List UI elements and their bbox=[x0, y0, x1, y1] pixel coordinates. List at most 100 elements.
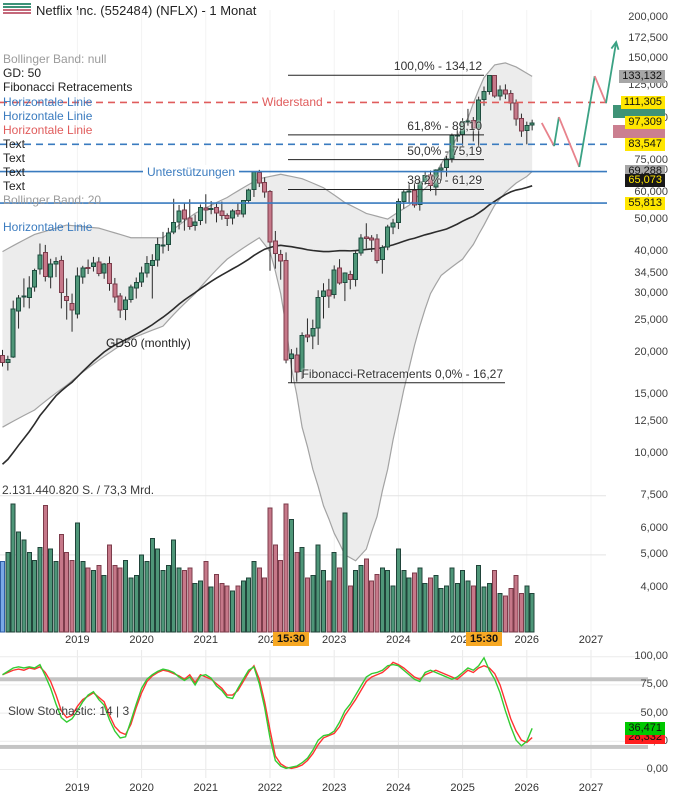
indicator-list-item[interactable]: Text bbox=[3, 137, 26, 151]
volume-bar bbox=[139, 554, 145, 633]
volume-bar bbox=[390, 585, 396, 633]
indicator-list-item[interactable]: Text bbox=[3, 151, 26, 165]
volume-bar bbox=[74, 522, 80, 633]
stoch-threshold-band bbox=[0, 677, 648, 682]
indicator-list-item[interactable]: Bollinger Band: 20 bbox=[3, 193, 102, 207]
candle-body bbox=[358, 237, 364, 254]
candle-body bbox=[214, 206, 219, 214]
projection-zigzag-segment[interactable] bbox=[558, 116, 581, 168]
volume-bar bbox=[176, 567, 182, 633]
price-axis-tick: 172,500 bbox=[628, 32, 668, 44]
volume-bar bbox=[283, 503, 289, 633]
indicator-list-item[interactable]: Horizontale Linie bbox=[3, 123, 93, 137]
horizontal-line-label[interactable]: Unterstützungen bbox=[143, 165, 240, 179]
fibonacci-label: 100,0% - 134,12 bbox=[394, 59, 482, 73]
projection-zigzag-segment[interactable] bbox=[553, 116, 560, 147]
projection-zigzag-segment[interactable] bbox=[540, 122, 555, 147]
candle-body bbox=[21, 295, 27, 298]
indicator-list-item[interactable]: Horizontale Linie bbox=[3, 220, 93, 234]
candle-body bbox=[149, 260, 155, 266]
candle-body bbox=[278, 254, 284, 262]
indicator-list-item[interactable]: Bollinger Band: null bbox=[3, 52, 107, 66]
volume-bar bbox=[42, 504, 48, 633]
volume-bar bbox=[246, 577, 252, 633]
candle-body bbox=[256, 171, 262, 184]
year-label: 2019 bbox=[65, 782, 90, 794]
volume-bar bbox=[492, 570, 498, 633]
volume-bar bbox=[449, 567, 455, 633]
year-label: 2027 bbox=[578, 782, 604, 794]
candle-body bbox=[492, 74, 498, 97]
indicator-list-item[interactable]: Text bbox=[3, 179, 26, 193]
projection-zigzag-segment[interactable] bbox=[593, 75, 607, 104]
indicator-list-item[interactable]: Horizontale Linie bbox=[3, 109, 93, 123]
price-level-badge: 133,132 bbox=[619, 70, 665, 83]
indicator-list-item[interactable]: Fibonacci Retracements bbox=[3, 80, 133, 94]
volume-bar bbox=[197, 580, 203, 633]
candle-body bbox=[369, 237, 375, 241]
fibonacci-label: Fibonacci-Retracements 0,0% - 16,27 bbox=[302, 367, 503, 381]
year-label: 2024 bbox=[386, 634, 411, 646]
volume-bar bbox=[465, 580, 471, 633]
candle-body bbox=[374, 238, 380, 261]
fibonacci-drawing-name: Fibonacci-Retracements bbox=[301, 367, 435, 381]
candle-body bbox=[470, 119, 476, 129]
volume-bar bbox=[267, 507, 273, 633]
candle-body bbox=[347, 273, 353, 281]
year-label: 2025 bbox=[450, 782, 475, 794]
candle-body bbox=[288, 353, 294, 360]
chart-title: Netflix Inc. (552484) (NFLX) - 1 Monat bbox=[36, 3, 257, 18]
projection-zigzag-segment[interactable] bbox=[578, 75, 596, 168]
fibonacci-level-label: 50,0% - 75,19 bbox=[407, 144, 482, 158]
candle-body bbox=[299, 335, 305, 372]
indicator-list-item[interactable]: GD: 50 bbox=[3, 66, 42, 80]
candle-body bbox=[304, 334, 310, 338]
indicator-list-item[interactable]: Text bbox=[3, 165, 26, 179]
time-badge: 15:30 bbox=[466, 632, 503, 646]
candle-body bbox=[390, 222, 396, 228]
price-axis-tick: 30,000 bbox=[634, 287, 668, 299]
stochastic-d-line bbox=[2, 656, 533, 770]
fibonacci-level-label: 0,0% - 16,27 bbox=[434, 367, 503, 381]
year-label: 2024 bbox=[386, 782, 411, 794]
volume-bar bbox=[331, 552, 337, 633]
candle-body bbox=[411, 189, 417, 206]
volume-bar bbox=[342, 512, 348, 633]
indicator-list-item[interactable]: Horizontale Linie bbox=[3, 95, 93, 109]
candle-body bbox=[428, 174, 433, 187]
volume-bar bbox=[165, 564, 171, 633]
stochastic-value-badge: 36,471 bbox=[625, 722, 665, 735]
volume-bar bbox=[64, 552, 70, 633]
volume-bar bbox=[481, 586, 487, 633]
volume-bar bbox=[508, 587, 514, 633]
volume-bar bbox=[5, 552, 11, 633]
price-axis-tick: 5,000 bbox=[640, 548, 668, 560]
price-axis-tick: 25,000 bbox=[634, 314, 668, 326]
candle-body bbox=[37, 254, 43, 270]
stochastic-label: Slow Stochastic: 14 | 3 bbox=[8, 704, 130, 718]
volume-bar bbox=[486, 582, 492, 633]
volume-bar bbox=[262, 577, 268, 633]
candle-body bbox=[294, 354, 300, 373]
candle-body bbox=[465, 120, 471, 123]
price-axis-tick: 34,500 bbox=[634, 267, 668, 279]
price-axis-tick: 20,000 bbox=[634, 346, 668, 358]
price-axis-tick: 7,500 bbox=[640, 489, 668, 501]
projection-zigzag-segment[interactable] bbox=[605, 41, 618, 104]
volume-bar bbox=[69, 559, 75, 633]
candle-body bbox=[513, 102, 519, 120]
volume-bar bbox=[337, 567, 343, 633]
candle-body bbox=[310, 328, 316, 337]
horizontal-line-label[interactable]: Widerstand bbox=[258, 95, 327, 109]
stoch-axis-tick: 100,00 bbox=[634, 650, 668, 662]
price-level-badge: 111,305 bbox=[620, 96, 665, 109]
candle-body bbox=[486, 75, 492, 92]
year-label: 2023 bbox=[321, 634, 347, 646]
candle-body bbox=[133, 281, 139, 289]
price-axis-tick: 40,000 bbox=[634, 245, 668, 257]
volume-bar bbox=[374, 573, 380, 633]
volume-bar bbox=[208, 586, 214, 633]
candle-body bbox=[165, 232, 171, 246]
